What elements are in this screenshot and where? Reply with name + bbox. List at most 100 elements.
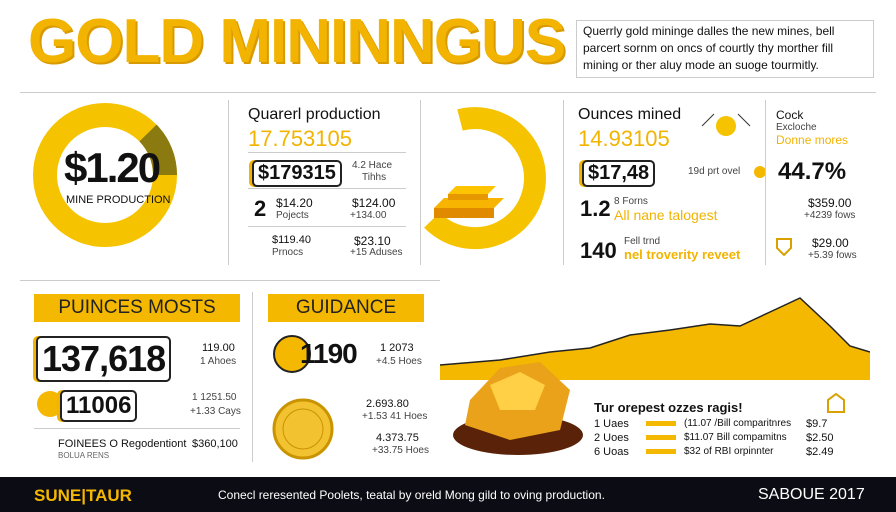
note: +33.75 Hoes bbox=[372, 445, 429, 456]
coin bbox=[272, 398, 334, 460]
icon bbox=[776, 238, 792, 257]
badge: 2 bbox=[254, 196, 267, 221]
divider bbox=[228, 100, 229, 265]
row-label: All nane talogest bbox=[614, 207, 718, 223]
icon bbox=[827, 392, 845, 413]
donut-value: $1.20 bbox=[64, 144, 161, 191]
note: +1.53 41 Hoes bbox=[362, 411, 428, 422]
donut-label: MINE PRODUCTION bbox=[66, 194, 171, 206]
nuggets bbox=[490, 372, 545, 410]
foot-label: FOINEES O Regodentiont bbox=[58, 438, 187, 450]
percent: 44.7% bbox=[778, 158, 847, 185]
banner: PUINCES MOSTS bbox=[34, 294, 240, 322]
note: +4.5 Hoes bbox=[376, 356, 422, 367]
row-badge: $119.40 bbox=[272, 234, 311, 246]
table-cell: 2 Uoes bbox=[594, 432, 629, 444]
table-cell: $2.49 bbox=[806, 446, 834, 458]
divider bbox=[20, 92, 876, 93]
footer-year: SABOUE 2017 bbox=[758, 486, 865, 503]
dot bbox=[754, 166, 766, 178]
bar-icon bbox=[646, 435, 676, 440]
divider bbox=[563, 100, 564, 265]
bar-icon bbox=[646, 449, 676, 454]
row-sub: Prnocs bbox=[272, 247, 304, 258]
row-note: +134.00 bbox=[350, 210, 387, 221]
big-number: 11006 bbox=[60, 390, 138, 422]
table-cell: $9.7 bbox=[806, 418, 828, 430]
row-right: $124.00 bbox=[352, 196, 396, 210]
side-subtitle: Excloche bbox=[776, 122, 817, 133]
footer-text: Conecl reresented Poolets, teatal by ore… bbox=[218, 488, 605, 502]
drop-icon bbox=[37, 391, 63, 417]
table-title: Tur orepest ozzes ragis! bbox=[594, 400, 743, 415]
row-right: $23.10 bbox=[354, 234, 391, 248]
row-sub: 8 Forns bbox=[614, 196, 648, 207]
badge: $17,48 bbox=[582, 160, 656, 187]
big-number: 137,618 bbox=[36, 336, 172, 382]
drop-icon bbox=[273, 335, 311, 373]
row-label: nel troverity reveet bbox=[624, 247, 741, 262]
section-title: Ounces mined bbox=[578, 106, 682, 123]
badge: 140 bbox=[580, 238, 617, 263]
title: GOLD MININNGUS bbox=[28, 7, 566, 76]
foot-sub: BOLUA RENS bbox=[58, 451, 110, 460]
table-cell: 6 Uoas bbox=[594, 446, 629, 458]
donut bbox=[33, 103, 178, 247]
badge: $179315 bbox=[252, 160, 342, 187]
row-value: $14.20 bbox=[276, 196, 313, 210]
total: 14.93105 bbox=[578, 126, 670, 151]
gold-bar bbox=[434, 198, 504, 208]
table-cell: (11.07 /Bill comparitnres bbox=[684, 418, 792, 429]
row-value: 4.2 Hace bbox=[352, 160, 393, 171]
note: +1.33 Cays bbox=[190, 406, 241, 417]
row-sub: Pojects bbox=[276, 210, 309, 221]
gold-bar bbox=[434, 208, 494, 218]
bar-icon bbox=[646, 421, 676, 426]
value: 1 2073 bbox=[380, 342, 414, 354]
table-cell: $32 of RBI orpinnter bbox=[684, 446, 774, 457]
side-value: $359.00 bbox=[808, 196, 852, 210]
icon bbox=[701, 113, 751, 136]
big-number: 1190 bbox=[300, 338, 358, 369]
note: 1 Ahoes bbox=[200, 356, 237, 367]
value: 119.00 bbox=[202, 342, 235, 354]
brand: SUNE|TAUR bbox=[34, 486, 132, 505]
side-accent: Donne mores bbox=[776, 133, 849, 147]
row-note: 19d prt ovel bbox=[688, 166, 741, 177]
area-line bbox=[440, 297, 870, 366]
banner: GUIDANCE bbox=[268, 294, 424, 322]
row-note: +15 Aduses bbox=[350, 247, 403, 258]
row-sub: Fell trnd bbox=[624, 236, 661, 247]
divider bbox=[248, 226, 406, 227]
footer-bar bbox=[0, 477, 896, 512]
gold-illustration bbox=[424, 107, 546, 250]
value: 1 1251.50 bbox=[192, 392, 237, 403]
section-title: Quarerl production bbox=[248, 106, 381, 123]
intro: Querrly gold mininge dalles the new mine… bbox=[576, 20, 874, 78]
donut-segment bbox=[139, 124, 178, 176]
divider bbox=[20, 280, 440, 281]
side-value: $29.00 bbox=[812, 236, 849, 250]
foot-value: $360,100 bbox=[192, 438, 238, 450]
divider bbox=[765, 100, 766, 265]
side-note: +4239 fows bbox=[804, 210, 856, 221]
area bbox=[440, 298, 870, 380]
gold-bar bbox=[448, 194, 488, 200]
side-note: +5.39 fows bbox=[808, 250, 857, 261]
gold-bar bbox=[448, 186, 496, 194]
divider bbox=[420, 100, 421, 265]
mountain-illustration bbox=[440, 297, 870, 455]
table-cell: 1 Uaes bbox=[594, 418, 629, 430]
divider bbox=[248, 188, 406, 189]
total: 17.753105 bbox=[248, 126, 352, 151]
arc bbox=[424, 107, 546, 250]
donut-hole bbox=[59, 129, 151, 221]
divider bbox=[252, 292, 253, 462]
side-title: Cock bbox=[776, 108, 804, 122]
divider bbox=[34, 428, 240, 429]
table-cell: $2.50 bbox=[806, 432, 834, 444]
badge: 1.2 bbox=[580, 196, 611, 221]
row-note: Tihhs bbox=[362, 172, 387, 183]
value: 2.693.80 bbox=[366, 398, 409, 410]
